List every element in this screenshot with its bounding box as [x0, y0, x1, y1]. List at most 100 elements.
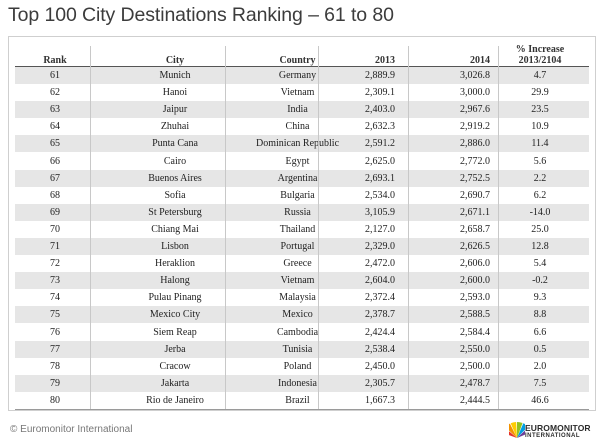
table-row: 77 Jerba Tunisia 2,538.4 2,550.0 0.5 — [15, 340, 589, 358]
table-row: 70 Chiang Mai Thailand 2,127.0 2,658.7 25.0 — [15, 221, 589, 238]
header-pct-increase: % Increase — [515, 44, 565, 55]
cell-city: Mexico City — [149, 309, 201, 321]
cell-country: Dominican Republic — [255, 138, 340, 150]
table-row: 73 Halong Vietnam 2,604.0 2,600.0 -0.2 — [15, 272, 589, 290]
cell-2013: 2,632.3 — [365, 121, 395, 133]
cell-pct-increase: 2.0 — [533, 360, 547, 372]
cell-2014: 2,671.1 — [460, 206, 490, 218]
cell-pct-increase: 2.2 — [533, 172, 547, 184]
table-row: 79 Jakarta Indonesia 2,305.7 2,478.7 7.5 — [15, 374, 589, 392]
table-row: 68 Sofia Bulgaria 2,534.0 2,690.7 6.2 — [15, 187, 589, 204]
table-frame — [8, 36, 596, 411]
header-2013: 2013 — [375, 55, 395, 66]
cell-2014: 2,444.5 — [460, 394, 490, 406]
cell-pct-increase: 11.4 — [531, 138, 549, 150]
cell-pct-increase: 23.5 — [531, 104, 549, 116]
cell-rank: 73 — [50, 275, 60, 287]
column-divider — [90, 46, 91, 409]
cell-rank: 72 — [50, 258, 60, 270]
cell-2014: 2,752.5 — [460, 172, 490, 184]
cell-2014: 2,772.0 — [460, 155, 490, 167]
cell-country: India — [287, 104, 308, 116]
cell-city: Lisbon — [161, 241, 189, 252]
cell-country: Poland — [283, 360, 312, 372]
cell-rank: 79 — [50, 377, 60, 389]
cell-city: Punta Cana — [152, 138, 198, 150]
cell-pct-increase: -0.2 — [532, 275, 548, 287]
cell-city: Heraklion — [155, 258, 195, 270]
cell-2013: 2,378.7 — [365, 309, 395, 321]
table-row: 61 Munich Germany 2,889.9 3,026.8 4.7 — [15, 67, 589, 84]
cell-country: Germany — [278, 70, 317, 81]
cell-city: Siem Reap — [153, 326, 197, 338]
logo-fan-icon — [509, 422, 525, 438]
table-row: 67 Buenos Aires Argentina 2,693.1 2,752.5 2.2 — [15, 169, 589, 187]
cell-city: Sofia — [164, 189, 186, 201]
cell-pct-increase: 6.2 — [533, 189, 547, 201]
cell-city: Jaipur — [162, 104, 188, 116]
cell-2014: 2,588.5 — [460, 309, 490, 321]
cell-pct-increase: 46.6 — [531, 394, 549, 406]
header-city: City — [165, 55, 185, 66]
table-row: 62 Hanoi Vietnam 2,309.1 3,000.0 29.9 — [15, 84, 589, 101]
table-row: 72 Heraklion Greece 2,472.0 2,606.0 5.4 — [15, 255, 589, 272]
cell-pct-increase: 10.9 — [531, 121, 549, 133]
table-row: 74 Pulau Pinang Malaysia 2,372.4 2,593.0 9.3 — [15, 289, 589, 306]
cell-country: Egypt — [285, 155, 310, 167]
cell-city: Hanoi — [162, 87, 188, 99]
cell-2014: 2,584.4 — [460, 326, 490, 338]
cell-pct-increase: 8.8 — [533, 309, 547, 321]
cell-2014: 2,500.0 — [460, 360, 490, 372]
cell-city: Munich — [159, 70, 191, 81]
cell-2014: 2,919.2 — [460, 121, 490, 133]
cell-country: Portugal — [280, 241, 315, 252]
cell-rank: 65 — [50, 138, 60, 150]
euromonitor-logo: EUROMONITOR INTERNATIONAL — [509, 419, 597, 443]
cell-2013: 2,538.4 — [365, 343, 395, 355]
cell-2014: 2,606.0 — [460, 258, 490, 270]
cell-country: Mexico — [282, 309, 313, 321]
table-row: 66 Cairo Egypt 2,625.0 2,772.0 5.6 — [15, 153, 589, 170]
cell-2013: 2,127.0 — [365, 223, 395, 235]
copyright-note: © Euromonitor International — [10, 424, 133, 435]
cell-rank: 64 — [50, 121, 60, 133]
cell-2013: 2,693.1 — [365, 172, 395, 184]
cell-country: Russia — [284, 206, 311, 218]
cell-country: Bulgaria — [280, 189, 315, 201]
cell-2013: 2,372.4 — [365, 292, 395, 304]
page-title: Top 100 City Destinations Ranking – 61 t… — [8, 4, 394, 26]
cell-city: Rio de Janeiro — [146, 394, 204, 406]
cell-city: Cairo — [163, 155, 187, 167]
cell-pct-increase: 9.3 — [533, 292, 547, 304]
table-row: 64 Zhuhai China 2,632.3 2,919.2 10.9 — [15, 118, 589, 135]
cell-2014: 2,593.0 — [460, 292, 490, 304]
cell-city: Cracow — [159, 360, 191, 372]
logo-wordmark: EUROMONITOR — [525, 423, 591, 433]
table-row: 75 Mexico City Mexico 2,378.7 2,588.5 8.8 — [15, 306, 589, 324]
cell-2014: 3,026.8 — [460, 70, 490, 81]
table-row: 69 St Petersburg Russia 3,105.9 2,671.1 -14.0 — [15, 203, 589, 221]
cell-2013: 1,667.3 — [365, 394, 395, 406]
cell-rank: 66 — [50, 155, 60, 167]
cell-rank: 78 — [50, 360, 60, 372]
column-divider — [318, 46, 319, 409]
cell-2013: 2,472.0 — [365, 258, 395, 270]
cell-rank: 76 — [50, 326, 60, 338]
cell-country: Indonesia — [278, 377, 317, 389]
cell-city: Chiang Mai — [151, 223, 199, 235]
cell-2013: 2,329.0 — [365, 241, 395, 252]
cell-country: Brazil — [285, 394, 310, 406]
cell-2014: 2,658.7 — [460, 223, 490, 235]
cell-country: Greece — [283, 258, 312, 270]
cell-city: Jerba — [164, 343, 186, 355]
cell-2014: 2,626.5 — [460, 241, 490, 252]
header-rank: Rank — [43, 55, 67, 66]
header-country: Country — [279, 55, 316, 66]
cell-2014: 2,478.7 — [460, 377, 490, 389]
cell-2014: 2,886.0 — [460, 138, 490, 150]
cell-2013: 2,309.1 — [365, 87, 395, 99]
cell-rank: 68 — [50, 189, 60, 201]
cell-rank: 69 — [50, 206, 60, 218]
cell-country: Malaysia — [279, 292, 316, 304]
